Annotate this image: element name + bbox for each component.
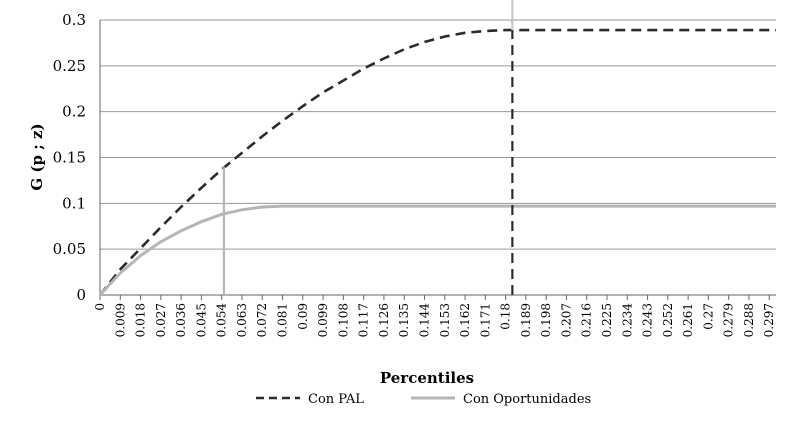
y-tick-label: 0.3 <box>62 11 86 29</box>
series-line-con-pal <box>98 28 776 296</box>
series-line-con-oportunidades <box>98 204 776 297</box>
x-tick-label: 0.171 <box>478 303 492 337</box>
x-tick-label: 0.117 <box>357 303 371 337</box>
x-tick-label: 0.081 <box>276 303 290 337</box>
x-tick-label: 0.126 <box>377 303 391 337</box>
y-tick-label: 0.1 <box>62 194 86 212</box>
y-tick-label: 0.05 <box>53 240 86 258</box>
x-tick-label: 0.108 <box>336 303 350 337</box>
x-tick-label: 0.144 <box>417 303 431 338</box>
x-tick-label: 0.099 <box>316 303 330 337</box>
x-tick-label: 0.207 <box>559 303 573 337</box>
x-tick-labels: 0 0.009 0.018 0.027 0.036 0.045 0.054 0.063 0.07… <box>93 295 776 337</box>
y-tick-label: 0.25 <box>53 57 86 75</box>
x-tick-label: 0.261 <box>681 303 695 337</box>
x-tick-label: 0.18 <box>499 303 513 330</box>
y-tick-label: 0 <box>76 286 86 304</box>
x-axis-label: Percentiles <box>380 369 474 387</box>
x-tick-label: 0.09 <box>296 303 310 330</box>
legend: Con PAL Con Oportunidades <box>256 392 591 407</box>
x-tick-label: 0.027 <box>154 303 168 337</box>
y-tick-label: 0.15 <box>53 149 86 167</box>
x-tick-label: 0.198 <box>539 303 553 337</box>
axes <box>99 20 776 296</box>
x-tick-label: 0 <box>93 303 107 311</box>
x-tick-label: 0.162 <box>458 303 472 337</box>
x-tick-label: 0.234 <box>620 303 634 338</box>
x-tick-label: 0.054 <box>215 303 229 338</box>
vertical-markers <box>222 0 514 295</box>
y-tick-label: 0.2 <box>62 103 86 121</box>
y-axis-label: G (p ; z) <box>28 123 46 190</box>
x-tick-label: 0.243 <box>641 303 655 337</box>
x-tick-label: 0.072 <box>255 303 269 337</box>
x-tick-label: 0.036 <box>174 303 188 337</box>
x-tick-label: 0.045 <box>194 303 208 337</box>
x-tick-label: 0.27 <box>701 303 715 330</box>
x-tick-label: 0.216 <box>580 303 594 337</box>
legend-label: Con PAL <box>308 392 364 407</box>
x-tick-label: 0.009 <box>113 303 127 337</box>
gridlines <box>100 19 776 296</box>
x-tick-label: 0.018 <box>134 303 148 337</box>
x-tick-label: 0.063 <box>235 303 249 337</box>
x-tick-label: 0.252 <box>661 303 675 337</box>
x-tick-label: 0.189 <box>519 303 533 337</box>
y-tick-labels: 0 0.05 0.1 0.15 0.2 0.25 0.3 <box>53 11 86 304</box>
x-tick-label: 0.225 <box>600 303 614 337</box>
legend-label: Con Oportunidades <box>463 392 591 407</box>
x-tick-label: 0.135 <box>397 303 411 337</box>
x-tick-label: 0.153 <box>438 303 452 337</box>
x-tick-label: 0.297 <box>762 303 776 337</box>
x-tick-label: 0.279 <box>722 303 736 337</box>
x-tick-label: 0.288 <box>742 303 756 337</box>
series-lines <box>98 28 776 297</box>
